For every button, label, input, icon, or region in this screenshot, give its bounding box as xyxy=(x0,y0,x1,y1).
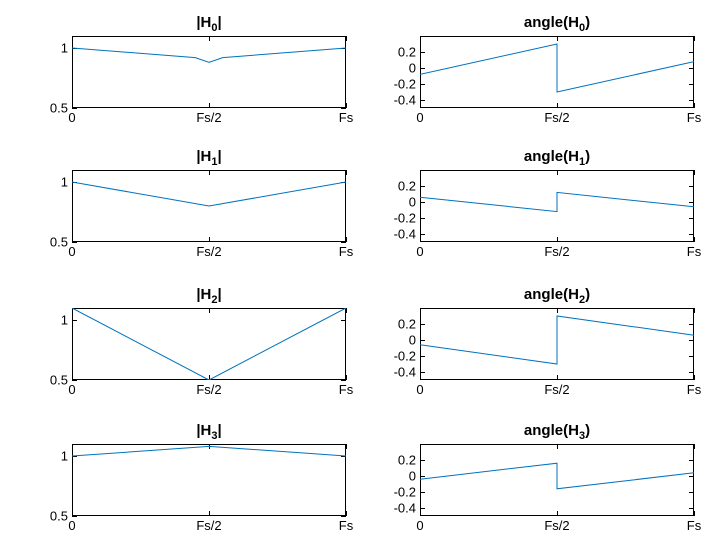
y-tick-label: 0.2 xyxy=(398,453,420,468)
subplot-title: angle(H2) xyxy=(420,286,694,306)
x-tick-label: Fs xyxy=(687,380,701,397)
plot-line xyxy=(420,36,694,108)
plot-line xyxy=(420,444,694,516)
y-tick-label: 0 xyxy=(409,333,420,348)
x-tick-label: 0 xyxy=(68,516,75,533)
x-tick-label: Fs xyxy=(687,242,701,259)
x-tick-label: 0 xyxy=(416,380,423,397)
plot-line xyxy=(72,444,346,516)
x-tick-label: 0 xyxy=(68,380,75,397)
subplot-3: angle(H1)-0.4-0.200.20Fs/2Fs xyxy=(420,170,694,242)
plot-line xyxy=(72,170,346,242)
x-tick-label: Fs xyxy=(687,516,701,533)
x-tick-label: Fs xyxy=(339,242,353,259)
x-tick-label: 0 xyxy=(68,242,75,259)
subplot-4: |H2|0.510Fs/2Fs xyxy=(72,308,346,380)
y-tick-label: 0.2 xyxy=(398,45,420,60)
y-tick-label: -0.4 xyxy=(394,227,420,242)
plot-line xyxy=(420,308,694,380)
y-tick-label: 1 xyxy=(61,449,72,464)
x-tick-label: Fs/2 xyxy=(544,516,569,533)
x-tick-label: Fs xyxy=(687,108,701,125)
x-tick-label: Fs xyxy=(339,380,353,397)
y-tick-label: -0.4 xyxy=(394,501,420,516)
x-tick-label: Fs/2 xyxy=(196,380,221,397)
figure: |H0|0.510Fs/2Fsangle(H0)-0.4-0.200.20Fs/… xyxy=(0,0,707,554)
subplot-2: |H1|0.510Fs/2Fs xyxy=(72,170,346,242)
y-tick-label: -0.4 xyxy=(394,93,420,108)
y-tick-label: 0 xyxy=(409,61,420,76)
subplot-0: |H0|0.510Fs/2Fs xyxy=(72,36,346,108)
y-tick-label: 0 xyxy=(409,195,420,210)
x-tick-label: Fs xyxy=(339,108,353,125)
x-tick-label: 0 xyxy=(68,108,75,125)
y-tick-label: -0.2 xyxy=(394,349,420,364)
plot-line xyxy=(72,36,346,108)
x-tick-label: Fs/2 xyxy=(196,516,221,533)
plot-line xyxy=(72,308,346,380)
x-tick-label: Fs/2 xyxy=(544,380,569,397)
subplot-title: |H1| xyxy=(72,148,346,168)
subplot-7: angle(H3)-0.4-0.200.20Fs/2Fs xyxy=(420,444,694,516)
y-tick-label: 0.2 xyxy=(398,317,420,332)
y-tick-label: 1 xyxy=(61,41,72,56)
y-tick-label: 0 xyxy=(409,469,420,484)
x-tick-label: Fs/2 xyxy=(196,242,221,259)
subplot-title: |H3| xyxy=(72,422,346,442)
plot-line xyxy=(420,170,694,242)
subplot-title: angle(H1) xyxy=(420,148,694,168)
x-tick-label: Fs xyxy=(339,516,353,533)
x-tick-label: Fs/2 xyxy=(544,242,569,259)
y-tick-label: 1 xyxy=(61,175,72,190)
y-tick-label: 1 xyxy=(61,313,72,328)
subplot-title: |H0| xyxy=(72,14,346,34)
subplot-5: angle(H2)-0.4-0.200.20Fs/2Fs xyxy=(420,308,694,380)
x-tick-label: 0 xyxy=(416,242,423,259)
y-tick-label: 0.2 xyxy=(398,179,420,194)
subplot-1: angle(H0)-0.4-0.200.20Fs/2Fs xyxy=(420,36,694,108)
x-tick-label: Fs/2 xyxy=(544,108,569,125)
x-tick-label: Fs/2 xyxy=(196,108,221,125)
x-tick-label: 0 xyxy=(416,108,423,125)
subplot-6: |H3|0.510Fs/2Fs xyxy=(72,444,346,516)
subplot-title: |H2| xyxy=(72,286,346,306)
y-tick-label: -0.4 xyxy=(394,365,420,380)
subplot-title: angle(H3) xyxy=(420,422,694,442)
y-tick-label: -0.2 xyxy=(394,77,420,92)
x-tick-label: 0 xyxy=(416,516,423,533)
y-tick-label: -0.2 xyxy=(394,211,420,226)
y-tick-label: -0.2 xyxy=(394,485,420,500)
subplot-title: angle(H0) xyxy=(420,14,694,34)
